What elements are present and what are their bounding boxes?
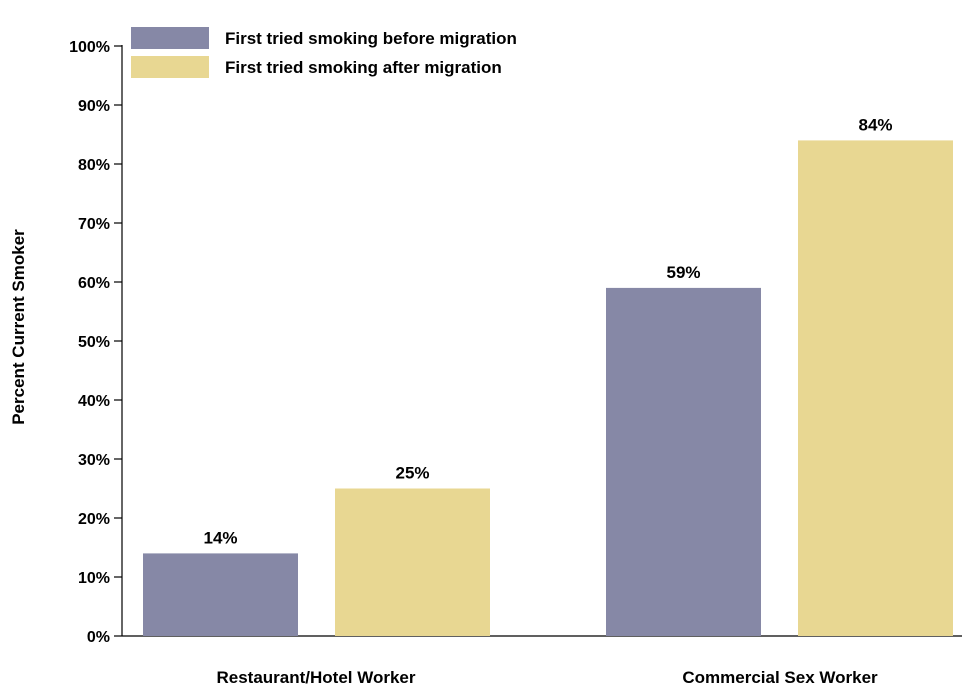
x-category-label: Commercial Sex Worker bbox=[682, 668, 878, 687]
bar-value-label: 59% bbox=[666, 263, 700, 282]
y-tick-label: 0% bbox=[87, 629, 110, 646]
x-axis-categories: Restaurant/Hotel Worker Commercial Sex Wo… bbox=[216, 668, 878, 687]
y-axis-title: Percent Current Smoker bbox=[9, 229, 28, 425]
bar bbox=[143, 553, 298, 636]
legend: First tried smoking before migration Firs… bbox=[131, 27, 517, 78]
bar-value-label: 14% bbox=[203, 528, 237, 547]
value-labels: 14% 25% 59% 84% bbox=[203, 115, 892, 547]
bar bbox=[798, 140, 953, 636]
legend-swatch bbox=[131, 27, 209, 49]
bar-value-label: 25% bbox=[395, 464, 429, 483]
y-tick-label: 70% bbox=[78, 216, 110, 233]
legend-swatch bbox=[131, 56, 209, 78]
legend-label: First tried smoking after migration bbox=[225, 58, 502, 77]
y-tick-label: 50% bbox=[78, 334, 110, 351]
y-tick-label: 40% bbox=[78, 393, 110, 410]
y-tick-label: 30% bbox=[78, 452, 110, 469]
y-axis: 0% 10% 20% 30% 40% 50% 60% 70% 80% 90% 100% bbox=[69, 39, 962, 646]
legend-label: First tried smoking before migration bbox=[225, 29, 517, 48]
bars bbox=[143, 140, 953, 636]
y-tick-label: 80% bbox=[78, 157, 110, 174]
x-category-label: Restaurant/Hotel Worker bbox=[216, 668, 415, 687]
bar bbox=[606, 287, 761, 636]
y-tick-label: 20% bbox=[78, 511, 110, 528]
bar-value-label: 84% bbox=[858, 115, 892, 134]
y-tick-label: 60% bbox=[78, 275, 110, 292]
y-tick-label: 100% bbox=[69, 39, 110, 56]
y-tick-label: 90% bbox=[78, 98, 110, 115]
y-tick-label: 10% bbox=[78, 570, 110, 587]
bar bbox=[335, 488, 490, 636]
